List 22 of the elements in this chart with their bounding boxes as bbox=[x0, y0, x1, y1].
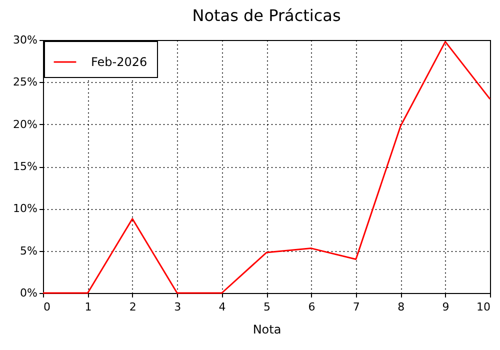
y-tick-label: 30% bbox=[13, 34, 38, 46]
x-tick-label: 4 bbox=[218, 300, 226, 314]
x-tick-label: 10 bbox=[476, 300, 490, 314]
y-tick-label: 15% bbox=[13, 160, 38, 173]
x-tick-label: 2 bbox=[129, 300, 136, 314]
y-tick-label: 25% bbox=[13, 76, 38, 89]
chart-title: Notas de Prácticas bbox=[192, 6, 341, 25]
x-tick-label: 0 bbox=[44, 300, 50, 314]
y-tick-label: 20% bbox=[13, 118, 38, 131]
x-tick-label: 3 bbox=[174, 300, 182, 314]
y-tick-label: 10% bbox=[13, 202, 38, 216]
x-tick-label: 6 bbox=[308, 300, 316, 314]
x-tick-label: 1 bbox=[84, 300, 92, 314]
x-axis-title: Nota bbox=[252, 322, 282, 336]
x-tick-label: 7 bbox=[352, 300, 360, 314]
legend-label: Feb-2026 bbox=[91, 55, 148, 69]
line-series bbox=[42, 40, 491, 294]
y-tick-label: 0% bbox=[20, 286, 38, 300]
x-tick-label: 8 bbox=[398, 300, 405, 314]
x-tick-label: 9 bbox=[442, 300, 450, 314]
x-tick-label: 5 bbox=[264, 300, 270, 314]
y-tick-label: 5% bbox=[20, 244, 38, 258]
